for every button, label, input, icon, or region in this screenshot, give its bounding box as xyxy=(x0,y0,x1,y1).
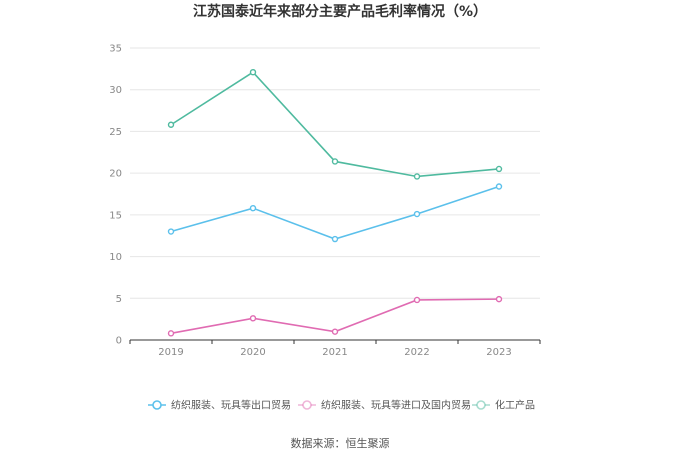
series-group xyxy=(167,68,503,337)
data-point xyxy=(331,328,339,335)
legend-marker-0 xyxy=(152,400,162,410)
series-line-1 xyxy=(170,298,500,335)
y-axis: 0 5 10 15 20 25 30 35 xyxy=(109,44,122,347)
series-line-0 xyxy=(170,185,500,240)
data-point xyxy=(331,158,339,165)
y-tick-label: 5 xyxy=(116,294,122,305)
legend-marker-1 xyxy=(302,400,312,410)
x-tick-label: 2023 xyxy=(486,347,511,358)
data-point xyxy=(495,183,503,190)
data-point xyxy=(413,173,421,180)
y-tick-label: 20 xyxy=(109,169,122,180)
y-tick-label: 35 xyxy=(109,44,122,55)
data-point xyxy=(167,228,175,235)
x-tick-label: 2021 xyxy=(322,347,347,358)
legend-label-2[interactable]: 化工产品 xyxy=(495,399,535,412)
y-tick-label: 15 xyxy=(109,210,122,221)
data-point xyxy=(495,295,503,303)
data-point xyxy=(167,330,175,337)
x-tick-label: 2022 xyxy=(404,347,429,358)
data-point xyxy=(495,165,503,173)
legend: 纺织服装、玩具等出口贸易 纺织服装、玩具等进口及国内贸易 化工产品 xyxy=(148,399,535,412)
y-tick-label: 0 xyxy=(116,336,122,347)
source-note: 数据来源：恒生聚源 xyxy=(291,436,390,450)
data-point xyxy=(413,296,421,304)
x-axis: 2019 2020 2021 2022 2023 xyxy=(129,339,541,358)
data-point xyxy=(249,68,257,76)
x-tick-label: 2019 xyxy=(158,347,183,358)
data-point xyxy=(413,210,421,218)
data-point xyxy=(249,204,257,212)
y-tick-label: 10 xyxy=(109,252,122,263)
grid xyxy=(130,47,540,299)
x-tick-label: 2020 xyxy=(240,347,265,358)
legend-label-1[interactable]: 纺织服装、玩具等进口及国内贸易 xyxy=(321,399,471,412)
legend-label-0[interactable]: 纺织服装、玩具等出口贸易 xyxy=(171,399,291,412)
legend-marker-2 xyxy=(476,400,486,410)
data-point xyxy=(167,121,175,128)
chart-title: 江苏国泰近年来部分主要产品毛利率情况（%） xyxy=(193,3,487,20)
data-point xyxy=(331,235,339,243)
data-point xyxy=(249,315,257,322)
y-tick-label: 30 xyxy=(109,85,122,96)
y-tick-label: 25 xyxy=(109,127,122,138)
